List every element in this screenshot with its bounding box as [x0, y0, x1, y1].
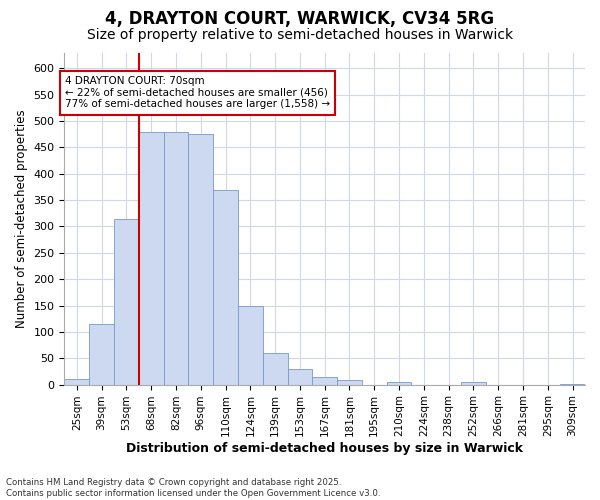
X-axis label: Distribution of semi-detached houses by size in Warwick: Distribution of semi-detached houses by …	[126, 442, 523, 455]
Bar	[386, 382, 412, 384]
Bar	[313, 376, 337, 384]
Bar	[461, 382, 486, 384]
Bar	[89, 324, 114, 384]
Bar	[213, 190, 238, 384]
Text: 4 DRAYTON COURT: 70sqm
← 22% of semi-detached houses are smaller (456)
77% of se: 4 DRAYTON COURT: 70sqm ← 22% of semi-det…	[65, 76, 330, 110]
Bar	[139, 132, 164, 384]
Bar	[114, 218, 139, 384]
Text: 4, DRAYTON COURT, WARWICK, CV34 5RG: 4, DRAYTON COURT, WARWICK, CV34 5RG	[106, 10, 494, 28]
Bar	[64, 380, 89, 384]
Bar	[188, 134, 213, 384]
Text: Size of property relative to semi-detached houses in Warwick: Size of property relative to semi-detach…	[87, 28, 513, 42]
Bar	[337, 380, 362, 384]
Bar	[263, 353, 287, 384]
Bar	[164, 132, 188, 384]
Y-axis label: Number of semi-detached properties: Number of semi-detached properties	[15, 109, 28, 328]
Bar	[287, 369, 313, 384]
Text: Contains HM Land Registry data © Crown copyright and database right 2025.
Contai: Contains HM Land Registry data © Crown c…	[6, 478, 380, 498]
Bar	[238, 306, 263, 384]
